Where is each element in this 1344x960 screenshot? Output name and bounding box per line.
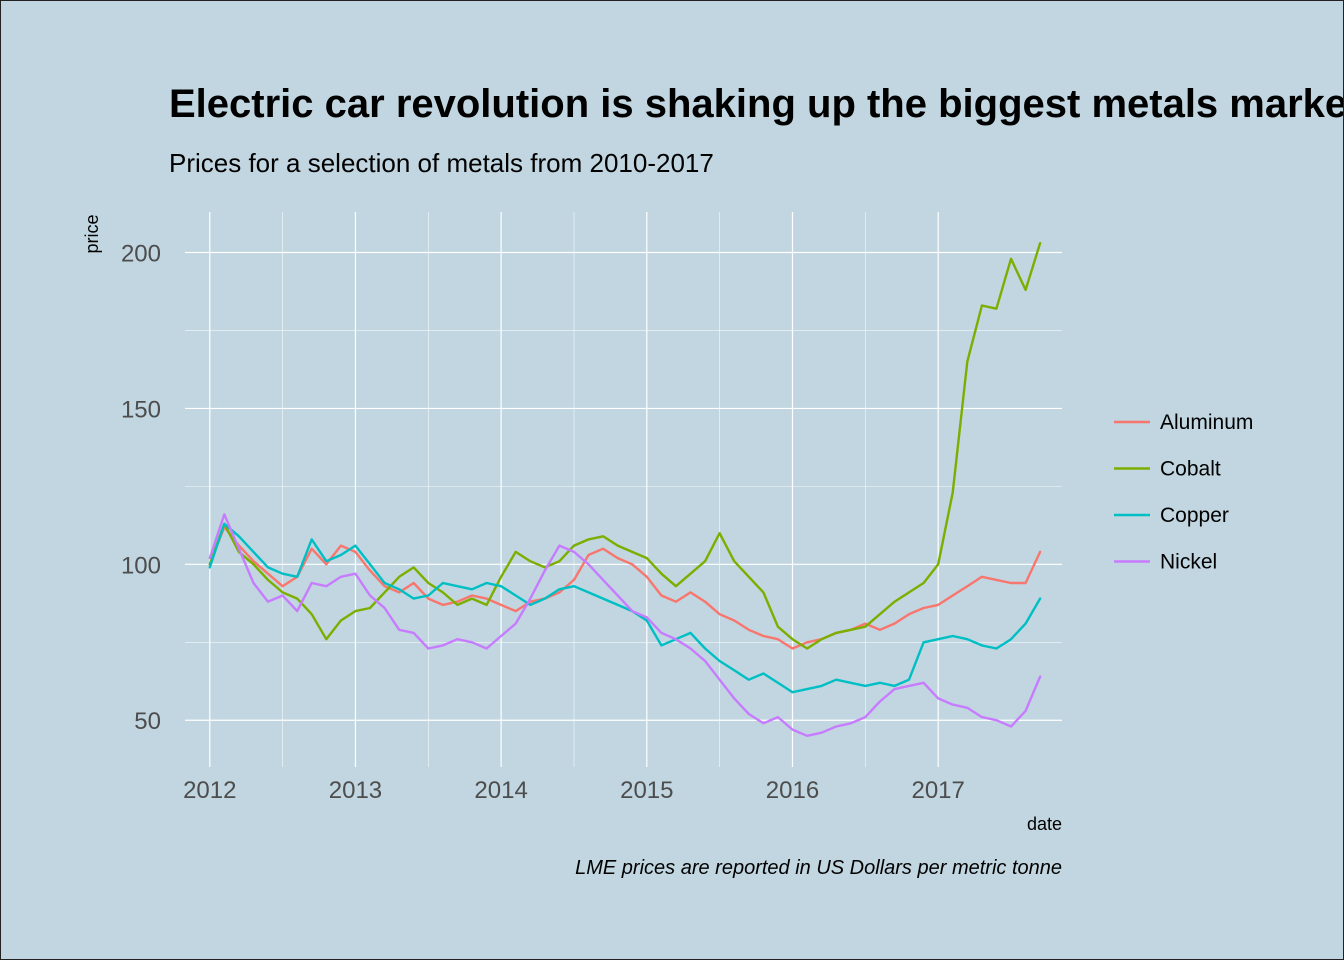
- x-tick-label: 2013: [329, 777, 382, 804]
- y-tick-label: 100: [121, 552, 161, 579]
- x-tick-label: 2017: [911, 777, 964, 804]
- series-layer: [208, 241, 1042, 737]
- legend: Aluminum Cobalt Copper Nickel: [1114, 411, 1253, 574]
- chart-subtitle: Prices for a selection of metals from 20…: [169, 148, 714, 178]
- series-line-nickel: [208, 513, 1042, 737]
- series-line-cobalt: [208, 241, 1042, 650]
- x-tick-label: 2012: [183, 777, 236, 804]
- plot-grid: [185, 212, 1062, 767]
- axis-ticks: 50 100 150 200 2012 2013 2014 2015 2016 2017: [121, 241, 965, 804]
- legend-label-copper: Copper: [1160, 504, 1229, 527]
- legend-label-aluminum: Aluminum: [1160, 411, 1253, 434]
- x-tick-label: 2015: [620, 777, 673, 804]
- legend-label-nickel: Nickel: [1160, 551, 1217, 574]
- x-tick-label: 2014: [474, 777, 527, 804]
- x-tick-label: 2016: [766, 777, 819, 804]
- x-axis-label: date: [1027, 814, 1062, 834]
- legend-label-cobalt: Cobalt: [1160, 458, 1221, 481]
- y-axis-label: price: [82, 214, 102, 253]
- series-line-aluminum: [208, 525, 1042, 650]
- y-tick-label: 50: [134, 708, 161, 735]
- series-line-copper: [208, 522, 1042, 694]
- y-tick-label: 150: [121, 396, 161, 423]
- chart-caption: LME prices are reported in US Dollars pe…: [575, 857, 1062, 879]
- chart-title: Electric car revolution is shaking up th…: [169, 82, 1343, 126]
- y-tick-label: 200: [121, 241, 161, 268]
